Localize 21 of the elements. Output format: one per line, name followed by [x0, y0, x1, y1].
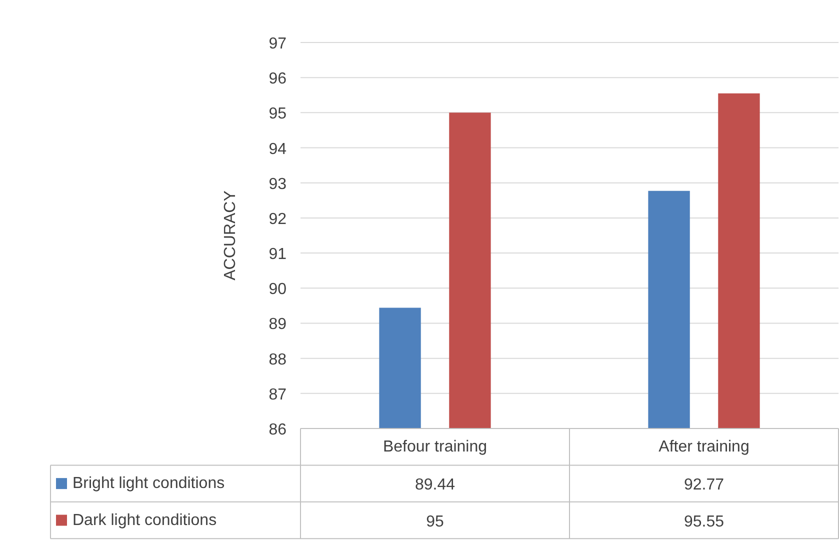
- legend-label: Dark light conditions: [72, 512, 217, 529]
- y-tick-label: 95: [268, 106, 287, 123]
- y-tick-label: 89: [268, 316, 287, 334]
- data-label: 95.55: [684, 513, 724, 530]
- y-tick-label: 94: [268, 140, 287, 158]
- y-tick-label: 91: [268, 246, 287, 264]
- y-tick-label: 86: [268, 422, 287, 438]
- y-axis-title: ACCURACY: [222, 190, 239, 280]
- y-tick-label: 97: [268, 36, 287, 52]
- x-tick-label: After training: [658, 438, 750, 456]
- y-tick-label: 92: [268, 210, 287, 228]
- x-tick-label: Befour training: [382, 438, 488, 456]
- y-tick-label: 90: [268, 281, 287, 298]
- data-label: 95: [426, 513, 444, 530]
- legend-label: Bright light conditions: [72, 475, 225, 492]
- y-tick-label: 87: [268, 386, 287, 404]
- data-label: 89.44: [414, 476, 456, 494]
- y-tick-label: 88: [268, 351, 287, 368]
- y-tick-label: 93: [268, 176, 287, 193]
- y-tick-label: 96: [268, 70, 287, 88]
- data-label: 92.77: [684, 476, 724, 494]
